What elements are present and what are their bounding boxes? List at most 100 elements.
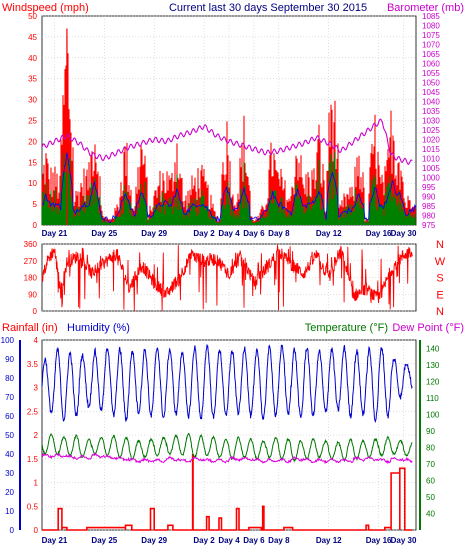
wind-tick-label: 40	[28, 54, 37, 63]
barometer-tick-label: 1040	[422, 98, 440, 107]
barometer-tick-label: 1070	[422, 41, 440, 50]
barometer-tick-label: 985	[422, 202, 436, 211]
wind-tick-label: 25	[28, 117, 37, 126]
x-tick-label: Day 12	[316, 536, 342, 545]
header-title: Current last 30 days September 30 2015	[169, 2, 367, 14]
temperature-tick-label: 120	[426, 377, 440, 386]
direction-tick-label: 90	[28, 290, 37, 299]
compass-label: S	[436, 273, 443, 285]
humidity-tick-label: 20	[5, 488, 14, 497]
barometer-tick-label: 1085	[422, 12, 440, 21]
x-tick-label: Day 21	[42, 229, 68, 238]
x-tick-label: Day 16	[366, 229, 392, 238]
barometer-tick-label: 1080	[422, 22, 440, 31]
barometer-tick-label: 995	[422, 183, 436, 192]
x-tick-label: Day 30	[391, 536, 417, 545]
rain-tick-label: 2	[34, 431, 39, 440]
x-tick-label: Day 8	[268, 536, 290, 545]
barometer-tick-label: 1045	[422, 88, 440, 97]
x-tick-label: Day 2	[193, 536, 215, 545]
barometer-tick-label: 1055	[422, 69, 440, 78]
rainfall-line	[42, 467, 413, 531]
dewpoint-line	[41, 452, 413, 465]
barometer-tick-label: 1035	[422, 107, 440, 116]
x-tick-label: Day 6	[243, 229, 265, 238]
humidity-label: Humidity (%)	[67, 322, 130, 334]
rain-tick-label: 4	[34, 336, 39, 345]
x-tick-label: Day 29	[141, 229, 167, 238]
barometer-tick-label: 1005	[422, 164, 440, 173]
wind-tick-label: 30	[28, 96, 37, 105]
rain-humidity-temperature-panel: 0 0.5 1 1.5 2 2.5 3 3.5 4 0 10 20 30 40 50 60 70 80 90 100…	[1, 336, 440, 545]
humidity-tick-label: 80	[5, 374, 14, 383]
humidity-tick-label: 50	[5, 431, 14, 440]
wind-tick-label: 20	[28, 137, 37, 146]
temperature-tick-label: 140	[426, 344, 440, 353]
barometer-tick-label: 1025	[422, 126, 440, 135]
header-right: Barometer (mb)	[387, 2, 464, 14]
humidity-tick-label: 0	[10, 526, 15, 535]
wind-direction-line	[41, 244, 413, 311]
temperature-tick-label: 70	[426, 460, 435, 469]
x-tick-label: Day 25	[91, 536, 117, 545]
barometer-tick-label: 1010	[422, 155, 440, 164]
compass-label: N	[436, 306, 444, 318]
humidity-tick-label: 90	[5, 355, 14, 364]
dewpoint-label: Dew Point (°F)	[392, 322, 464, 334]
x-tick-label: Day 29	[141, 536, 167, 545]
direction-tick-label: 180	[24, 274, 38, 283]
wind-tick-label: 35	[28, 75, 37, 84]
rain-tick-label: 3.5	[27, 360, 39, 369]
direction-tick-label: 270	[24, 257, 38, 266]
barometer-tick-label: 975	[422, 221, 436, 230]
barometer-tick-label: 1065	[422, 50, 440, 59]
wind-tick-label: 50	[28, 12, 37, 21]
x-tick-label: Day 21	[42, 536, 68, 545]
wind-tick-label: 45	[28, 33, 37, 42]
wind-tick-label: 0	[33, 221, 38, 230]
rain-tick-label: 1	[34, 479, 39, 488]
wind-tick-label: 15	[28, 158, 37, 167]
barometer-tick-label: 1015	[422, 145, 440, 154]
humidity-tick-label: 70	[5, 393, 14, 402]
x-tick-label: Day 4	[218, 229, 240, 238]
temperature-tick-label: 80	[426, 443, 435, 452]
rain-tick-label: 2.5	[27, 407, 39, 416]
compass-label: E	[436, 289, 443, 301]
humidity-line	[41, 344, 413, 424]
compass-label: W	[435, 256, 446, 268]
rainfall-label: Rainfall (in)	[2, 322, 58, 334]
barometer-tick-label: 1075	[422, 31, 440, 40]
rain-tick-label: 1.5	[27, 455, 39, 464]
humidity-tick-label: 60	[5, 412, 14, 421]
direction-tick-label: 360	[24, 240, 38, 249]
barometer-tick-label: 1000	[422, 174, 440, 183]
header-left: Windspeed (mph)	[2, 2, 89, 14]
humidity-tick-label: 40	[5, 450, 14, 459]
temperature-tick-label: 100	[426, 410, 440, 419]
temperature-line	[41, 432, 413, 463]
x-tick-label: Day 12	[316, 229, 342, 238]
x-tick-label: Day 16	[366, 536, 392, 545]
temperature-tick-label: 90	[426, 427, 435, 436]
temperature-tick-label: 40	[426, 509, 435, 518]
compass-label: N	[436, 239, 444, 251]
x-tick-label: Day 6	[243, 536, 265, 545]
x-tick-label: Day 4	[218, 536, 240, 545]
rain-tick-label: 0	[34, 526, 39, 535]
x-tick-label: Day 30	[391, 229, 417, 238]
wind-avg-bars	[41, 141, 416, 225]
temperature-label: Temperature (°F)	[305, 322, 388, 334]
temperature-tick-label: 110	[426, 394, 439, 403]
barometer-tick-label: 1030	[422, 117, 440, 126]
x-tick-label: Day 8	[268, 229, 290, 238]
barometer-tick-label: 1020	[422, 136, 440, 145]
direction-tick-label: 0	[33, 307, 38, 316]
humidity-tick-label: 100	[1, 336, 15, 345]
barometer-tick-label: 990	[422, 193, 436, 202]
x-tick-label: Day 25	[91, 229, 117, 238]
x-tick-label: Day 2	[193, 229, 215, 238]
rain-tick-label: 3	[34, 384, 39, 393]
